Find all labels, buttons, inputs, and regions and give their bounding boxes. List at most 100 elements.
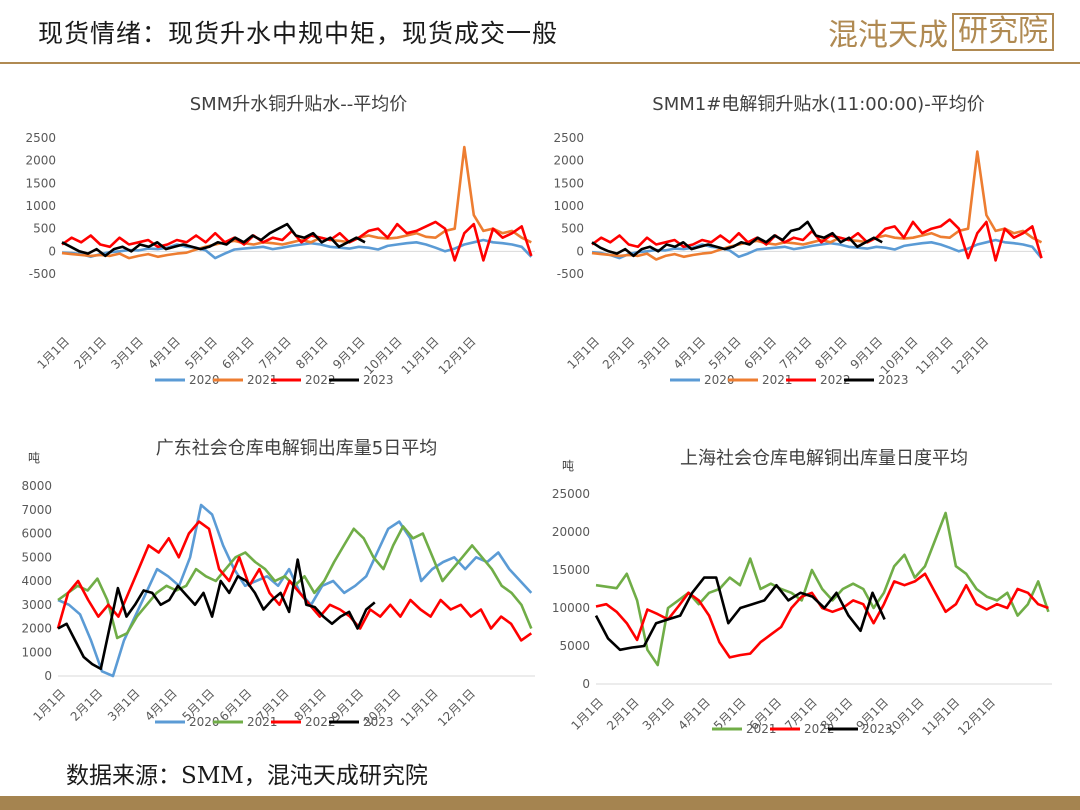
x-tick-label: 7月1日: [777, 334, 815, 372]
x-tick-label: 1月1日: [34, 334, 72, 372]
legend-label-2022: 2022: [305, 715, 336, 729]
x-tick-label: 6月1日: [741, 334, 779, 372]
chart-title: 广东社会仓库电解铜出库量5日平均: [156, 438, 437, 459]
y-tick-label: 2000: [25, 154, 56, 168]
page-title: 现货情绪：现货升水中规中矩，现货成交一般: [38, 19, 559, 48]
y-tick-label: 2500: [553, 131, 584, 145]
x-tick-label: 8月1日: [293, 334, 331, 372]
x-tick-label: 3月1日: [635, 334, 673, 372]
x-tick-label: 5月1日: [711, 695, 749, 733]
y-tick-label: 10000: [552, 601, 590, 615]
x-tick-label: 4月1日: [671, 334, 709, 372]
brand-logo: 混沌天成 研究院: [828, 10, 1054, 54]
chart-title: SMM升水铜升贴水--平均价: [190, 94, 407, 115]
x-tick-label: 10月1日: [362, 334, 405, 377]
chart-smm-premium-copper: SMM升水铜升贴水--平均价 2500 2000 1500 1000 500 0 -500 1月…: [25, 94, 535, 387]
y-tick-label: 25000: [552, 487, 590, 501]
y-tick-label: 500: [33, 222, 56, 236]
series-line-2023: [594, 576, 886, 652]
series-line-2022: [595, 572, 1049, 659]
legend-label-2023: 2023: [878, 373, 909, 387]
x-tick-label: 1月1日: [564, 334, 602, 372]
chart-smm1-electrolytic-copper: SMM1#电解铜升贴水(11:00:00)-平均价 2500 2000 1500 100…: [553, 94, 1045, 387]
x-tick-label: 4月1日: [675, 695, 713, 733]
y-tick-label: 0: [576, 244, 584, 258]
series-line-2021: [61, 145, 532, 260]
series-line-2020: [61, 238, 533, 260]
x-tick-label: 11月1日: [398, 686, 441, 729]
legend-label-2023: 2023: [862, 722, 893, 736]
y-tick-label: 1000: [25, 199, 56, 213]
legend-label-2022: 2022: [804, 722, 835, 736]
x-tick-label: 2月1日: [604, 695, 642, 733]
legend-label-2022: 2022: [820, 373, 851, 387]
x-tick-label: 1月1日: [568, 695, 606, 733]
data-source: 数据来源：SMM，混沌天成研究院: [66, 763, 428, 789]
legend-label-2023: 2023: [363, 373, 394, 387]
x-tick-label: 12月1日: [948, 334, 991, 377]
y-tick-label: 0: [48, 244, 56, 258]
logo-box-text: 研究院: [952, 13, 1054, 51]
y-tick-label: 20000: [552, 525, 590, 539]
x-tick-label: 2月1日: [600, 334, 638, 372]
y-tick-label: 1500: [25, 176, 56, 190]
series-line-2021: [591, 150, 1043, 261]
y-tick-label: 2000: [21, 622, 52, 636]
x-tick-label: 4月1日: [142, 686, 180, 724]
legend-label-2021: 2021: [746, 722, 777, 736]
y-unit-label: 吨: [562, 459, 574, 473]
x-tick-label: 12月1日: [436, 334, 479, 377]
y-tick-label: 0: [44, 669, 52, 683]
x-tick-label: 5月1日: [182, 334, 220, 372]
y-tick-label: 1000: [21, 645, 52, 659]
x-tick-label: 3月1日: [640, 695, 678, 733]
y-tick-label: 5000: [21, 550, 52, 564]
series-line-2021: [595, 511, 1050, 667]
legend-label-2023: 2023: [363, 715, 394, 729]
legend-label-2020: 2020: [704, 373, 735, 387]
y-unit-label: 吨: [28, 451, 40, 465]
x-tick-label: 3月1日: [108, 334, 146, 372]
x-tick-label: 8月1日: [812, 334, 850, 372]
header-divider: [0, 62, 1080, 64]
x-tick-label: 6月1日: [219, 334, 257, 372]
series-line-2023: [57, 558, 376, 671]
chart-title: SMM1#电解铜升贴水(11:00:00)-平均价: [652, 94, 984, 115]
x-tick-label: 7月1日: [256, 334, 294, 372]
y-tick-label: 1000: [553, 199, 584, 213]
series-line-2023: [61, 222, 366, 258]
x-tick-label: 12月1日: [955, 695, 998, 738]
x-tick-label: 2月1日: [68, 686, 106, 724]
y-tick-label: 2000: [553, 154, 584, 168]
y-tick-label: 4000: [21, 574, 52, 588]
x-tick-label: 11月1日: [919, 695, 962, 738]
chart-title: 上海社会仓库电解铜出库量日度平均: [680, 448, 968, 469]
y-tick-label: -500: [29, 267, 56, 281]
legend-label-2021: 2021: [247, 715, 278, 729]
x-tick-label: 10月1日: [878, 334, 921, 377]
x-tick-label: 3月1日: [105, 686, 143, 724]
y-tick-label: 8000: [21, 479, 52, 493]
legend-label-2020: 2020: [189, 715, 220, 729]
y-tick-label: 0: [582, 677, 590, 691]
series-line-2022: [56, 520, 533, 642]
logo-text: 混沌天成: [828, 18, 948, 53]
x-tick-label: 5月1日: [706, 334, 744, 372]
y-tick-label: 15000: [552, 563, 590, 577]
x-tick-label: 4月1日: [145, 334, 183, 372]
series-line-2023: [591, 220, 883, 258]
x-tick-label: 11月1日: [399, 334, 442, 377]
legend-label-2021: 2021: [247, 373, 278, 387]
legend-label-2021: 2021: [762, 373, 793, 387]
y-tick-label: 3000: [21, 598, 52, 612]
legend-label-2020: 2020: [189, 373, 220, 387]
y-tick-label: 7000: [21, 503, 52, 517]
x-tick-label: 12月1日: [435, 686, 478, 729]
y-tick-label: 5000: [559, 639, 590, 653]
y-tick-label: 1500: [553, 176, 584, 190]
y-tick-label: -500: [557, 267, 584, 281]
x-tick-label: 2月1日: [71, 334, 109, 372]
y-tick-label: 2500: [25, 131, 56, 145]
